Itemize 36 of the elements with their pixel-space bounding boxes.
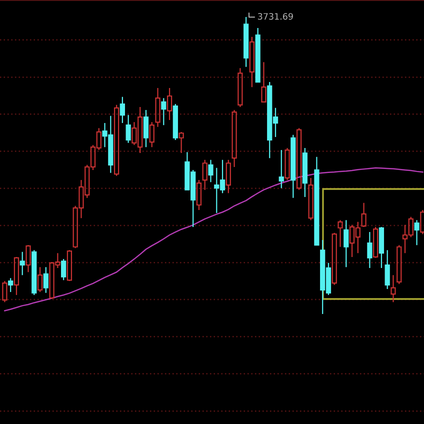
candlestick bbox=[367, 231, 372, 269]
candlestick bbox=[244, 16, 249, 68]
candlestick bbox=[284, 147, 290, 181]
candlestick bbox=[26, 244, 31, 273]
candlestick bbox=[414, 220, 420, 246]
annotation: 3731.69 bbox=[258, 13, 293, 20]
candlestick bbox=[232, 109, 237, 168]
candlestick bbox=[290, 134, 296, 198]
candlestick bbox=[278, 150, 284, 189]
candlestick bbox=[249, 36, 255, 88]
candlestick bbox=[43, 266, 48, 294]
candlestick bbox=[338, 220, 343, 248]
candlestick bbox=[390, 274, 396, 303]
candlestick bbox=[261, 62, 266, 102]
candlestick bbox=[126, 114, 131, 144]
candlestick bbox=[20, 251, 25, 276]
candlestick bbox=[37, 266, 43, 293]
candlestick bbox=[378, 226, 384, 269]
candlestick bbox=[384, 250, 390, 290]
candlestick bbox=[208, 159, 214, 183]
candlestick bbox=[143, 109, 149, 148]
candlestick bbox=[166, 87, 172, 121]
candlestick bbox=[2, 280, 8, 303]
candlestick bbox=[308, 177, 314, 221]
candlestick bbox=[120, 96, 125, 124]
candlestick bbox=[161, 98, 166, 126]
candlestick bbox=[361, 202, 366, 228]
candlestick bbox=[302, 147, 308, 198]
candlestick bbox=[344, 220, 349, 268]
candlestick bbox=[202, 159, 208, 190]
candlestick bbox=[178, 131, 184, 154]
candlestick bbox=[8, 278, 14, 293]
candlestick bbox=[226, 159, 231, 194]
candlestick bbox=[314, 156, 320, 246]
candlestick bbox=[14, 256, 20, 296]
candlestick bbox=[155, 87, 160, 128]
